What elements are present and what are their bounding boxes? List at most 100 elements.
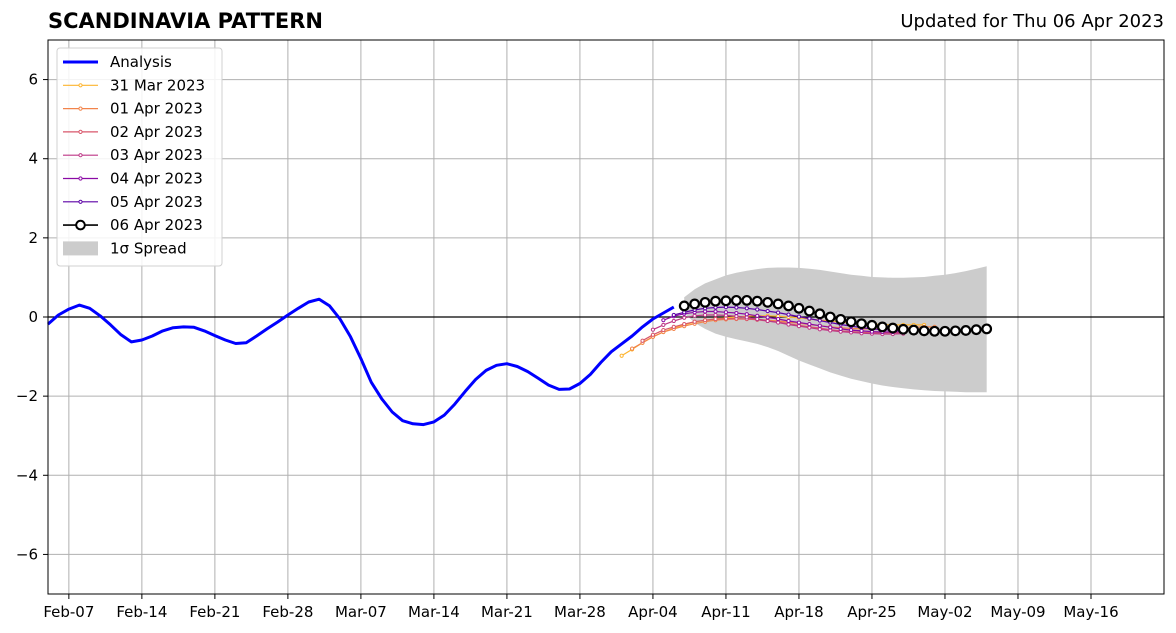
legend-label: Analysis	[110, 53, 172, 71]
forecast-point	[650, 327, 656, 332]
forecast-point	[775, 316, 781, 322]
x-tick-label: Mar-07	[335, 603, 387, 621]
x-tick-label: May-09	[990, 603, 1045, 621]
forecast-point	[755, 313, 760, 318]
x-tick-label: Feb-28	[262, 603, 313, 621]
forecast-point	[929, 325, 940, 337]
forecast-point	[741, 294, 753, 306]
legend-entry: 01 Apr 2023	[63, 100, 203, 118]
forecast-point	[803, 305, 815, 317]
y-tick-label: −6	[16, 545, 38, 563]
forecast-point	[876, 321, 888, 333]
forecast-point	[699, 296, 711, 308]
x-tick-label: Mar-28	[554, 603, 606, 621]
forecast-point	[713, 309, 718, 314]
forecast-point	[772, 298, 784, 310]
legend-label: 02 Apr 2023	[110, 123, 203, 141]
legend-entry: 03 Apr 2023	[63, 146, 203, 164]
forecast-point	[734, 310, 739, 316]
legend-label: 1σ Spread	[110, 239, 187, 257]
legend-entry: Analysis	[63, 53, 172, 71]
analysis-series-group	[47, 297, 675, 427]
legend-label: 04 Apr 2023	[110, 170, 203, 188]
x-tick-label: Apr-04	[628, 603, 678, 621]
legend-label: 03 Apr 2023	[110, 146, 203, 164]
legend-marker	[78, 153, 83, 158]
updated-date-label: Updated for Thu 06 Apr 2023	[900, 11, 1164, 32]
forecast-point	[671, 312, 676, 318]
forecast-point	[751, 295, 763, 307]
forecast-point	[619, 353, 624, 358]
forecast-point	[817, 327, 822, 332]
x-tick-label: May-02	[917, 603, 972, 621]
forecast-point	[981, 323, 993, 335]
legend-label: 31 Mar 2023	[110, 76, 205, 94]
y-tick-label: −4	[16, 466, 38, 484]
forecast-point	[775, 310, 781, 315]
forecast-point	[814, 308, 826, 320]
forecast-point	[661, 327, 666, 333]
forecast-point	[838, 326, 843, 331]
legend-entry: 02 Apr 2023	[63, 123, 203, 141]
forecast-point	[723, 310, 729, 315]
y-tick-label: 6	[28, 71, 38, 89]
forecast-point	[734, 305, 739, 310]
x-tick-label: Feb-07	[43, 603, 94, 621]
forecast-point	[765, 315, 770, 320]
forecast-series-group	[619, 294, 993, 358]
forecast-point	[786, 318, 791, 324]
forecast-point	[908, 324, 920, 336]
forecast-point	[702, 312, 708, 318]
axes: 6 4 2 0 −2 −4 −6 Feb-07 Feb-14 Feb-21 Feb-28 Mar-07…	[16, 39, 1165, 621]
forecast-point	[887, 322, 899, 334]
forecast-point	[755, 307, 760, 312]
forecast-point	[765, 318, 770, 324]
forecast-point	[817, 323, 822, 328]
forecast-point	[824, 311, 836, 323]
forecast-point	[856, 318, 867, 330]
forecast-point	[807, 316, 812, 321]
forecast-point	[786, 322, 791, 327]
legend-spread-swatch	[63, 241, 98, 256]
legend-marker	[75, 219, 86, 231]
forecast-point	[807, 322, 812, 327]
forecast-point	[765, 308, 770, 314]
forecast-point	[682, 322, 687, 327]
y-tick-label: 4	[28, 150, 38, 168]
legend-entry: 05 Apr 2023	[63, 193, 203, 211]
forecast-point	[661, 318, 666, 323]
legend-marker	[78, 176, 83, 181]
x-tick-label: Mar-21	[481, 603, 533, 621]
forecast-point	[692, 313, 697, 318]
legend-marker	[78, 106, 83, 111]
forecast-point	[783, 300, 794, 312]
x-tick-label: Apr-25	[847, 603, 897, 621]
forecast-point	[918, 325, 930, 337]
forecast-point	[744, 312, 749, 317]
x-tick-label: Apr-11	[701, 603, 751, 621]
x-tick-label: Apr-18	[774, 603, 824, 621]
x-tick-label: Mar-14	[408, 603, 460, 621]
forecast-point	[629, 346, 635, 351]
forecast-point	[796, 320, 802, 325]
forecast-point	[960, 325, 972, 336]
forecast-point	[866, 319, 878, 331]
forecast-point	[713, 316, 718, 322]
forecast-point	[849, 327, 854, 333]
forecast-point	[678, 300, 690, 312]
forecast-point	[775, 320, 781, 325]
forecast-point	[713, 312, 718, 318]
forecast-point	[817, 318, 822, 323]
legend-label: 05 Apr 2023	[110, 193, 203, 211]
forecast-point	[671, 318, 676, 324]
page-title: SCANDINAVIA PATTERN	[48, 9, 323, 33]
forecast-point	[702, 318, 708, 323]
y-tick-label: 2	[28, 229, 38, 247]
forecast-point	[796, 324, 802, 329]
forecast-point	[897, 323, 909, 335]
forecast-point	[793, 302, 805, 314]
forecast-point	[710, 295, 721, 307]
forecast-point	[720, 295, 732, 307]
forecast-point	[796, 314, 802, 319]
forecast-point	[807, 325, 812, 330]
